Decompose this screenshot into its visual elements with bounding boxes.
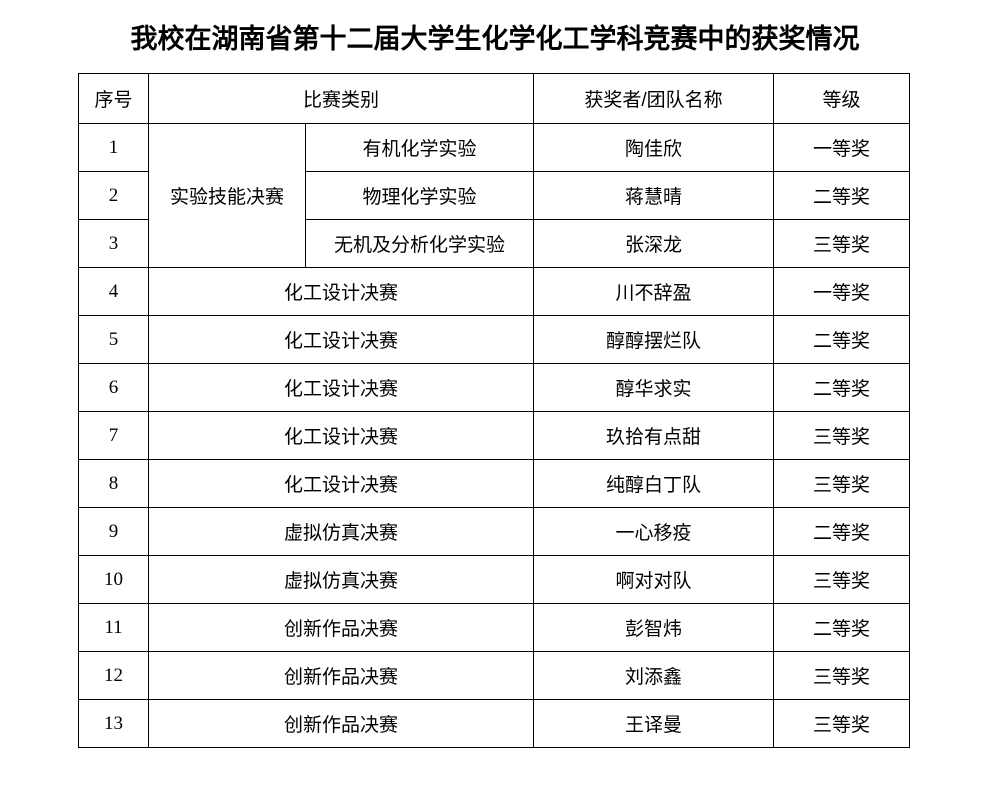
cell-index: 9 (78, 507, 149, 556)
cell-level: 二等奖 (773, 315, 911, 364)
table-row: 13 创新作品决赛 王译曼 三等奖 (78, 699, 911, 748)
cell-winner: 刘添鑫 (533, 651, 775, 700)
cell-category: 有机化学实验 (304, 123, 535, 172)
cell-category: 虚拟仿真决赛 (147, 555, 535, 604)
cell-winner: 纯醇白丁队 (533, 459, 775, 508)
cell-level: 三等奖 (773, 459, 911, 508)
table-row: 7 化工设计决赛 玖拾有点甜 三等奖 (78, 411, 911, 460)
cell-index: 3 (78, 219, 149, 268)
table-row: 6 化工设计决赛 醇华求实 二等奖 (78, 363, 911, 412)
cell-category-group: 实验技能决赛 (148, 123, 306, 268)
column-header-index: 序号 (78, 73, 149, 124)
cell-level: 二等奖 (773, 507, 911, 556)
cell-category: 创新作品决赛 (147, 603, 535, 652)
table-row: 1 实验技能决赛 有机化学实验 陶佳欣 一等奖 (78, 123, 911, 268)
cell-category: 无机及分析化学实验 (304, 219, 535, 268)
cell-category: 化工设计决赛 (147, 315, 535, 364)
cell-index: 5 (78, 315, 149, 364)
cell-category: 化工设计决赛 (147, 459, 535, 508)
table-row: 4 化工设计决赛 川不辞盈 一等奖 (78, 267, 911, 316)
table-row: 12 创新作品决赛 刘添鑫 三等奖 (78, 651, 911, 700)
cell-category: 创新作品决赛 (147, 699, 535, 748)
cell-category: 化工设计决赛 (147, 267, 535, 316)
cell-level: 二等奖 (773, 171, 911, 220)
cell-winner: 蒋慧晴 (533, 171, 775, 220)
cell-level: 三等奖 (773, 219, 911, 268)
table-body: 1 实验技能决赛 有机化学实验 陶佳欣 一等奖 2 物理化学实验 蒋慧晴 二等奖 3 无机及分析化学… (78, 123, 911, 748)
cell-winner: 陶佳欣 (533, 123, 775, 172)
cell-level: 一等奖 (773, 267, 911, 316)
cell-level: 三等奖 (773, 411, 911, 460)
award-table: 序号 比赛类别 获奖者/团队名称 等级 1 实验技能决赛 有机化学实验 陶佳欣 一等奖 2… (78, 73, 911, 748)
cell-index: 13 (78, 699, 149, 748)
cell-level: 三等奖 (773, 651, 911, 700)
column-header-winner: 获奖者/团队名称 (533, 73, 775, 124)
cell-level: 三等奖 (773, 699, 911, 748)
table-row: 9 虚拟仿真决赛 一心移疫 二等奖 (78, 507, 911, 556)
table-row: 5 化工设计决赛 醇醇摆烂队 二等奖 (78, 315, 911, 364)
cell-winner: 张深龙 (533, 219, 775, 268)
column-header-category: 比赛类别 (147, 73, 535, 124)
cell-category: 虚拟仿真决赛 (147, 507, 535, 556)
cell-index: 12 (78, 651, 149, 700)
cell-winner: 川不辞盈 (533, 267, 775, 316)
cell-category: 化工设计决赛 (147, 363, 535, 412)
table-row: 10 虚拟仿真决赛 啊对对队 三等奖 (78, 555, 911, 604)
cell-category: 物理化学实验 (304, 171, 535, 220)
table-row: 3 无机及分析化学实验 张深龙 三等奖 (78, 219, 911, 268)
cell-winner: 玖拾有点甜 (533, 411, 775, 460)
cell-winner: 王译曼 (533, 699, 775, 748)
cell-index: 1 (78, 123, 149, 172)
cell-level: 二等奖 (773, 603, 911, 652)
cell-index: 4 (78, 267, 149, 316)
cell-level: 二等奖 (773, 363, 911, 412)
table-row: 8 化工设计决赛 纯醇白丁队 三等奖 (78, 459, 911, 508)
table-header-row: 序号 比赛类别 获奖者/团队名称 等级 (78, 73, 911, 124)
page-title: 我校在湖南省第十二届大学生化学化工学科竞赛中的获奖情况 (130, 24, 860, 54)
cell-index: 2 (78, 171, 149, 220)
award-table-container: 序号 比赛类别 获奖者/团队名称 等级 1 实验技能决赛 有机化学实验 陶佳欣 一等奖 2… (78, 73, 911, 748)
cell-category: 化工设计决赛 (147, 411, 535, 460)
cell-winner: 彭智炜 (533, 603, 775, 652)
table-row: 2 物理化学实验 蒋慧晴 二等奖 (78, 171, 911, 220)
cell-winner: 一心移疫 (533, 507, 775, 556)
cell-index: 8 (78, 459, 149, 508)
cell-index: 11 (78, 603, 149, 652)
cell-level: 一等奖 (773, 123, 911, 172)
cell-winner: 啊对对队 (533, 555, 775, 604)
cell-index: 7 (78, 411, 149, 460)
cell-category: 创新作品决赛 (147, 651, 535, 700)
table-row: 11 创新作品决赛 彭智炜 二等奖 (78, 603, 911, 652)
cell-winner: 醇华求实 (533, 363, 775, 412)
cell-index: 6 (78, 363, 149, 412)
cell-level: 三等奖 (773, 555, 911, 604)
table-header: 序号 比赛类别 获奖者/团队名称 等级 (78, 73, 911, 124)
cell-index: 10 (78, 555, 149, 604)
column-header-level: 等级 (773, 73, 911, 124)
cell-winner: 醇醇摆烂队 (533, 315, 775, 364)
